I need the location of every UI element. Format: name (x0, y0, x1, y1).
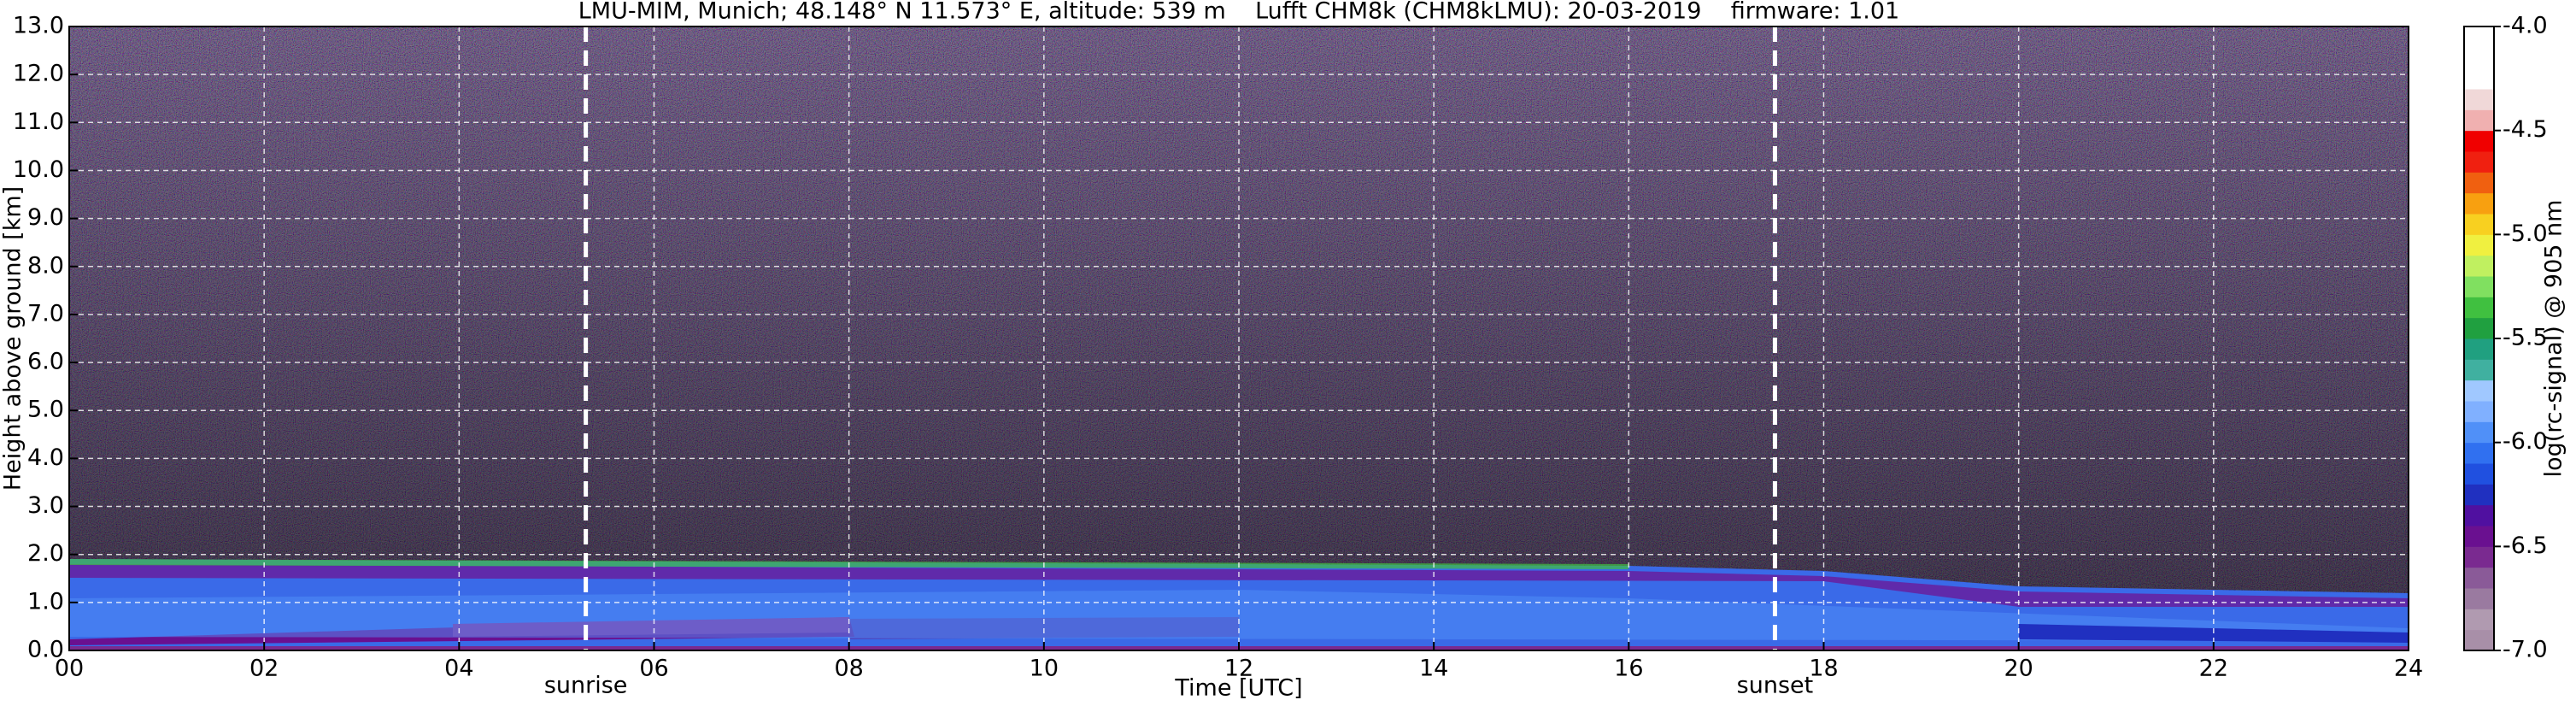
x-tick-label: 14 (1419, 656, 1448, 682)
colorbar-segment (2464, 526, 2494, 547)
y-tick-label: 7.0 (27, 300, 64, 327)
colorbar-tick-label: -5.0 (2503, 221, 2548, 247)
colorbar-segment (2464, 276, 2494, 297)
x-tick-label: 10 (1030, 656, 1059, 682)
x-tick-label: 18 (1809, 656, 1838, 682)
y-tick-label: 13.0 (13, 13, 64, 39)
colorbar-segment (2464, 629, 2494, 651)
x-tick-label: 06 (639, 656, 668, 682)
y-tick-label: 4.0 (27, 444, 64, 471)
colorbar-segment (2464, 109, 2494, 132)
colorbar-tick-label: -5.5 (2503, 325, 2548, 351)
colorbar-segment (2464, 47, 2494, 69)
y-tick-label: 2.0 (27, 540, 64, 567)
x-tick-label: 04 (444, 656, 473, 682)
y-tick-label: 11.0 (13, 109, 64, 135)
colorbar-segment (2464, 421, 2494, 444)
y-tick-label: 1.0 (27, 588, 64, 615)
x-tick-label: 02 (249, 656, 279, 682)
x-tick-label: 24 (2394, 656, 2423, 682)
colorbar-segment (2464, 255, 2494, 277)
colorbar-segment (2464, 401, 2494, 422)
colorbar-tick-label: -4.5 (2503, 116, 2548, 143)
y-tick-label: 5.0 (27, 397, 64, 423)
colorbar-segment (2464, 26, 2494, 48)
colorbar-segment (2464, 151, 2494, 173)
y-tick-label: 6.0 (27, 349, 64, 375)
colorbar-segment (2464, 130, 2494, 152)
colorbar-segment (2464, 484, 2494, 506)
x-tick-label: 12 (1224, 656, 1253, 682)
chart-title: LMU-MIM, Munich; 48.148° N 11.573° E, al… (578, 0, 1899, 25)
y-axis-label: Height above ground [km] (0, 186, 26, 491)
colorbar-segment (2464, 463, 2494, 485)
x-tick-label: 16 (1614, 656, 1643, 682)
y-tick-label: 0.0 (27, 637, 64, 663)
colorbar-segment (2464, 192, 2494, 215)
colorbar-tick-label: -6.5 (2503, 532, 2548, 559)
y-tick-label: 3.0 (27, 492, 64, 519)
colorbar-segment (2464, 317, 2494, 339)
y-tick-label: 12.0 (13, 61, 64, 87)
colorbar-tick-label: -7.0 (2503, 637, 2548, 663)
y-tick-label: 9.0 (27, 204, 64, 231)
colorbar-segment (2464, 546, 2494, 568)
x-tick-label: 00 (55, 656, 84, 682)
x-axis-label: Time [UTC] (1174, 675, 1302, 702)
colorbar-segment (2464, 214, 2494, 235)
x-tick-label: 08 (834, 656, 863, 682)
colorbar-segment (2464, 442, 2494, 464)
colorbar-segment (2464, 172, 2494, 194)
colorbar-segment (2464, 338, 2494, 360)
annotation-label: sunset (1737, 673, 1814, 699)
colorbar-tick-label: -4.0 (2503, 13, 2548, 39)
colorbar-segment (2464, 567, 2494, 589)
colorbar-segment (2464, 297, 2494, 319)
colorbar-segment (2464, 89, 2494, 110)
colorbar-segment (2464, 588, 2494, 609)
y-tick-label: 10.0 (13, 156, 64, 183)
colorbar-segment (2464, 234, 2494, 256)
colorbar-segment (2464, 359, 2494, 381)
colorbar-segment (2464, 609, 2494, 631)
colorbar-tick-label: -6.0 (2503, 428, 2548, 455)
colorbar-segment (2464, 504, 2494, 527)
annotation-label: sunrise (544, 673, 628, 699)
colorbar-segment (2464, 379, 2494, 402)
colorbar-segment (2464, 68, 2494, 90)
x-tick-label: 20 (2004, 656, 2033, 682)
y-tick-label: 8.0 (27, 252, 64, 279)
colorbar-label: log(rc-signal) @ 905 nm (2541, 200, 2567, 478)
x-tick-label: 22 (2199, 656, 2228, 682)
